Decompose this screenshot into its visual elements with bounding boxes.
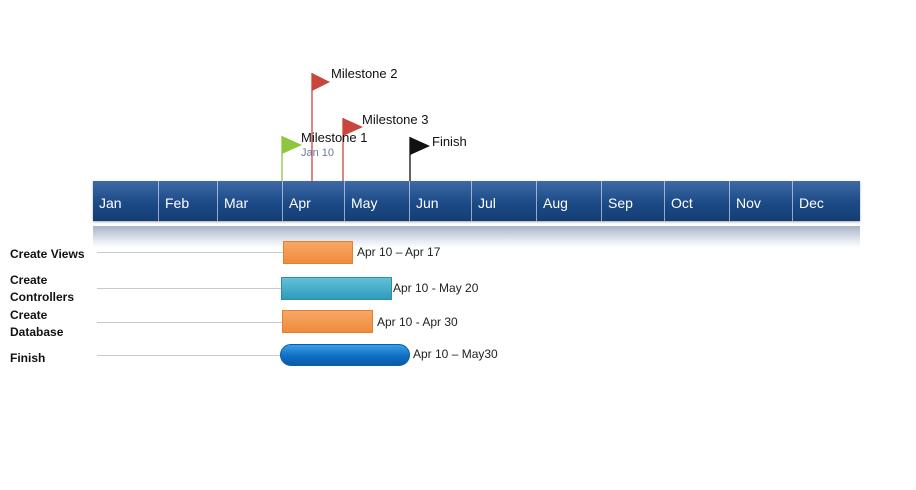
task-label-create-views: Create Views xyxy=(10,247,85,261)
task-bar-finish[interactable] xyxy=(280,344,410,366)
task-bar-create-database[interactable] xyxy=(282,310,373,333)
task-range-create-database: Apr 10 - Apr 30 xyxy=(377,315,458,329)
finish-milestone-label: Finish xyxy=(432,134,467,149)
task-guide-line xyxy=(97,355,281,356)
milestone-1-flag-icon xyxy=(282,136,302,154)
milestone-3-label: Milestone 3 xyxy=(362,112,429,127)
month-apr: Apr xyxy=(282,181,344,221)
milestone-2-flag-icon xyxy=(312,73,330,91)
scale-shadow xyxy=(93,226,860,248)
task-range-create-controllers: Apr 10 - May 20 xyxy=(393,281,479,295)
month-mar: Mar xyxy=(217,181,282,221)
month-oct: Oct xyxy=(664,181,729,221)
month-feb: Feb xyxy=(158,181,217,221)
month-jul: Jul xyxy=(471,181,536,221)
task-range-create-views: Apr 10 – Apr 17 xyxy=(357,245,441,259)
task-label-create-database: Create Database xyxy=(10,308,64,339)
month-jan: Jan xyxy=(99,195,122,211)
month-dec: Dec xyxy=(792,181,860,221)
task-bar-create-controllers[interactable] xyxy=(281,277,392,300)
task-label-finish: Finish xyxy=(10,351,46,365)
task-label-create-controllers: Create Controllers xyxy=(10,273,75,304)
month-aug: Aug xyxy=(536,181,601,221)
task-range-finish: Apr 10 – May30 xyxy=(413,347,498,361)
month-nov: Nov xyxy=(729,181,792,221)
task-bar-create-views[interactable] xyxy=(283,241,353,264)
milestone-1-label: Milestone 1 xyxy=(301,130,368,145)
month-may: May xyxy=(344,181,409,221)
finish-flag-icon xyxy=(410,137,430,155)
task-guide-line xyxy=(97,252,283,253)
task-guide-line xyxy=(97,322,282,323)
month-jun: Jun xyxy=(409,181,471,221)
month-scale-bar: Jan Feb Mar Apr May Jun Jul Aug Sep Oct … xyxy=(93,181,860,221)
month-sep: Sep xyxy=(601,181,664,221)
milestone-3-flag-icon xyxy=(343,118,363,136)
milestone-2-label: Milestone 2 xyxy=(331,66,398,81)
task-guide-line xyxy=(97,288,281,289)
milestone-1-date: Jan 10 xyxy=(301,147,335,159)
